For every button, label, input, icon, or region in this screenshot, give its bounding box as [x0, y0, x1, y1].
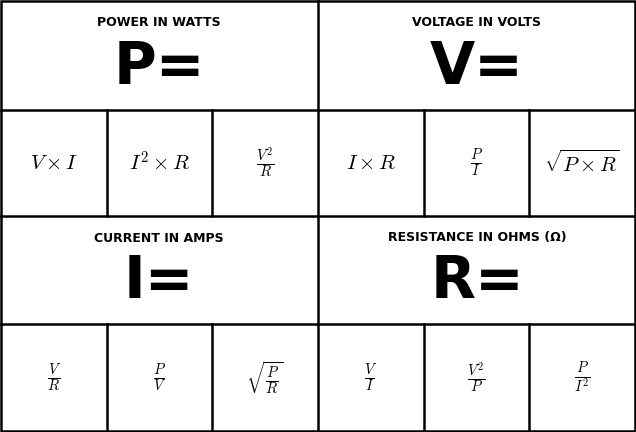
- Text: $\frac{V^2}{R}$: $\frac{V^2}{R}$: [256, 146, 274, 181]
- Text: I=: I=: [124, 254, 194, 311]
- Text: $\sqrt{P \times R}$: $\sqrt{P \times R}$: [544, 150, 620, 176]
- Text: $\frac{P}{I^2}$: $\frac{P}{I^2}$: [574, 360, 590, 396]
- Text: V=: V=: [430, 38, 524, 95]
- Text: $V \times I$: $V \times I$: [30, 153, 78, 173]
- Text: $\frac{P}{I}$: $\frac{P}{I}$: [470, 147, 483, 179]
- Text: $\frac{V}{I}$: $\frac{V}{I}$: [364, 362, 377, 394]
- Text: RESISTANCE IN OHMS (Ω): RESISTANCE IN OHMS (Ω): [388, 232, 566, 245]
- Text: $\frac{V^2}{P}$: $\frac{V^2}{P}$: [467, 360, 485, 396]
- Text: P=: P=: [113, 38, 205, 95]
- Text: $\frac{P}{V}$: $\frac{P}{V}$: [153, 362, 166, 394]
- Text: R=: R=: [430, 254, 524, 311]
- Text: $I \times R$: $I \times R$: [345, 153, 396, 173]
- Text: POWER IN WATTS: POWER IN WATTS: [97, 16, 221, 29]
- Text: $I^2 \times R$: $I^2 \times R$: [129, 151, 190, 175]
- Text: CURRENT IN AMPS: CURRENT IN AMPS: [94, 232, 224, 245]
- Text: $\frac{V}{R}$: $\frac{V}{R}$: [46, 362, 61, 394]
- Text: $\sqrt{\frac{P}{R}}$: $\sqrt{\frac{P}{R}}$: [246, 360, 284, 396]
- Text: VOLTAGE IN VOLTS: VOLTAGE IN VOLTS: [413, 16, 541, 29]
